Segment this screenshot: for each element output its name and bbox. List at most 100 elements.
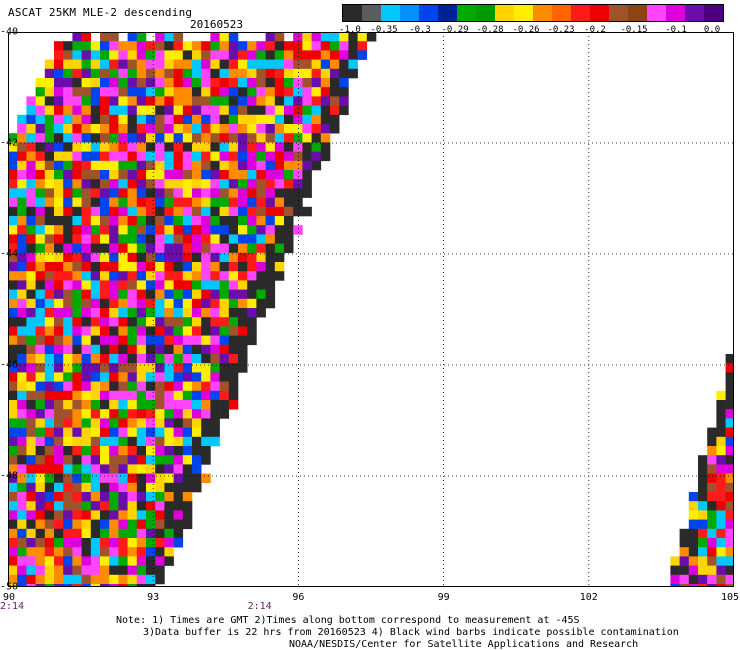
wind-map-svg[interactable] — [8, 32, 734, 587]
swath-cell — [81, 427, 92, 438]
swath-cell — [54, 565, 64, 576]
swath-cell — [72, 124, 82, 134]
swath-cell — [72, 482, 82, 493]
swath-cell — [238, 59, 248, 70]
swath-cell — [192, 262, 202, 272]
swath-cell — [707, 547, 717, 557]
swath-cell — [72, 400, 82, 410]
swath-cell — [136, 455, 147, 465]
swath-cell — [8, 179, 18, 189]
swath-cell — [90, 188, 101, 198]
swath-cell — [63, 556, 73, 566]
swath-cell — [81, 344, 92, 355]
swath-cell — [54, 344, 64, 355]
swath-cell — [44, 446, 55, 456]
swath-cell — [201, 114, 211, 125]
swath-cell — [146, 197, 156, 208]
swath-cell — [17, 317, 27, 327]
swath-cell — [44, 519, 55, 530]
swath-cell — [136, 114, 147, 125]
swath-cell — [238, 87, 248, 97]
swath-cell — [90, 280, 101, 290]
swath-cell — [164, 538, 174, 548]
swath-cell — [127, 308, 138, 318]
swath-cell — [274, 59, 285, 70]
swath-cell — [716, 519, 726, 530]
swath-cell — [26, 464, 36, 474]
swath-cell — [100, 455, 110, 465]
swath-cell — [17, 372, 27, 382]
map-plot[interactable] — [8, 32, 734, 587]
swath-cell — [725, 400, 734, 410]
swath-cell — [155, 170, 165, 180]
swath-cell — [182, 133, 193, 143]
swath-cell — [26, 381, 36, 392]
swath-cell — [8, 160, 18, 171]
swath-cell — [109, 390, 119, 401]
swath-cell — [63, 133, 73, 143]
swath-cell — [146, 50, 156, 60]
swath-cell — [118, 344, 128, 355]
swath-cell — [210, 133, 220, 143]
swath-cell — [274, 50, 285, 60]
swath-cell — [210, 50, 220, 60]
swath-cell — [44, 96, 55, 106]
swath-cell — [192, 280, 202, 290]
swath-cell — [311, 41, 322, 51]
swath-cell — [109, 464, 119, 474]
swath-cell — [210, 289, 220, 300]
swath-cell — [164, 510, 174, 520]
swath-cell — [182, 363, 193, 373]
swath-cell — [63, 574, 73, 585]
swath-cell — [136, 234, 147, 244]
swath-cell — [109, 354, 119, 364]
swath-cell — [63, 482, 73, 493]
swath-cell — [127, 50, 138, 60]
swath-cell — [127, 216, 138, 226]
swath-cell — [228, 390, 239, 401]
swath-cell — [17, 363, 27, 373]
swath-cell — [192, 335, 202, 346]
swath-cell — [8, 308, 18, 318]
swath-cell — [146, 216, 156, 226]
swath-cell — [109, 50, 119, 60]
swath-cell — [54, 151, 64, 162]
swath-cell — [182, 427, 193, 438]
swath-cell — [688, 584, 699, 587]
swath-cell — [146, 225, 156, 235]
swath-cell — [26, 142, 36, 152]
swath-cell — [63, 298, 73, 309]
swath-cell — [127, 565, 138, 576]
swath-cell — [210, 317, 220, 327]
swath-cell — [247, 50, 257, 60]
swath-cell — [192, 179, 202, 189]
swath-cell — [201, 280, 211, 290]
swath-cell — [81, 206, 92, 217]
swath-cell — [311, 87, 322, 97]
swath-cell — [155, 574, 165, 585]
swath-cell — [81, 59, 92, 70]
swath-cell — [173, 243, 184, 254]
swath-cell — [182, 124, 193, 134]
swath-cell — [136, 547, 147, 557]
swath-cell — [284, 87, 294, 97]
swath-cell — [228, 114, 239, 125]
swath-cell — [127, 436, 138, 447]
swath-cell — [81, 252, 92, 263]
swath-cell — [146, 510, 156, 520]
swath-cell — [90, 326, 101, 336]
swath-cell — [201, 400, 211, 410]
swath-cell — [136, 492, 147, 502]
swath-cell — [330, 68, 340, 79]
swath-cell — [284, 124, 294, 134]
swath-cell — [136, 133, 147, 143]
swath-cell — [698, 492, 708, 502]
swath-cell — [302, 160, 312, 171]
swath-cell — [100, 400, 110, 410]
swath-cell — [44, 363, 55, 373]
swath-cell — [219, 344, 230, 355]
swath-cell — [265, 142, 276, 152]
swath-cell — [26, 216, 36, 226]
swath-cell — [81, 363, 92, 373]
swath-cell — [192, 446, 202, 456]
